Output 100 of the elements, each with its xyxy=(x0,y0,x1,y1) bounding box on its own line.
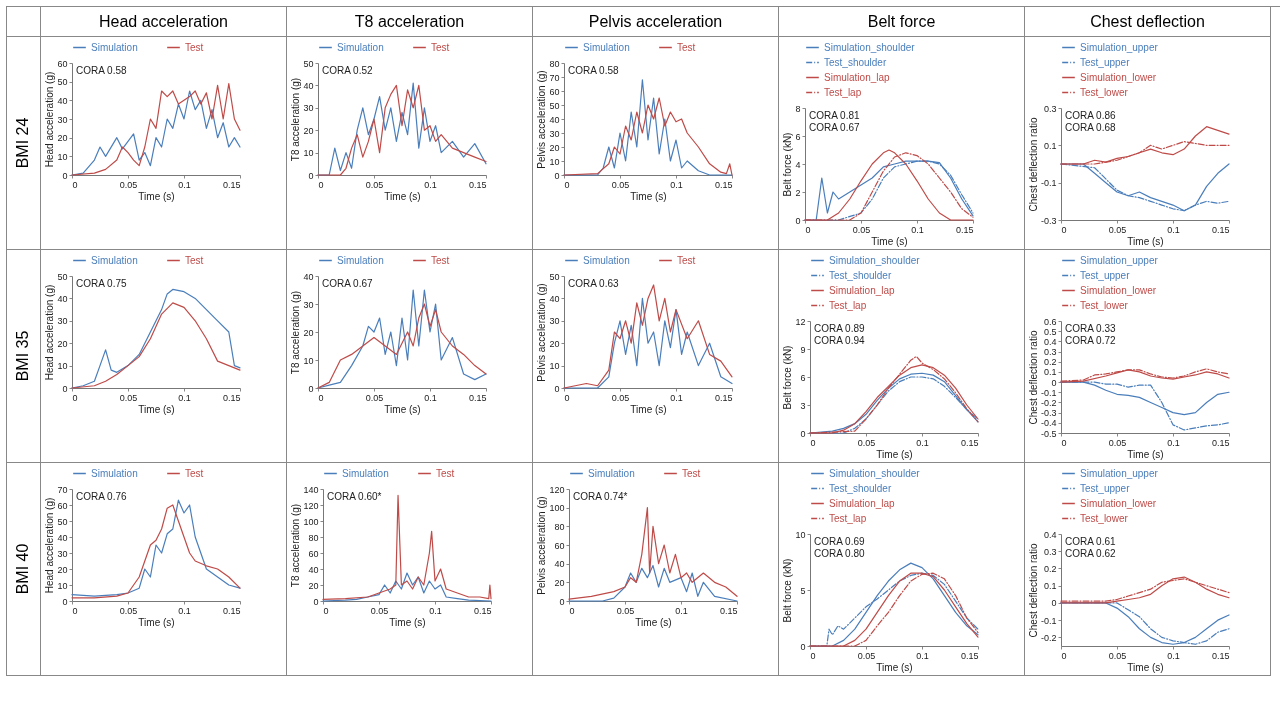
x-tick-label: 0.05 xyxy=(1108,224,1127,235)
y-tick-label: 6 xyxy=(795,131,801,142)
annotation: CORA 0.52 xyxy=(322,65,374,76)
legend-label: Simulation_shoulder xyxy=(824,41,916,53)
y-tick-label: 80 xyxy=(554,521,565,532)
y-axis-title: Belt force (kN) xyxy=(782,132,794,197)
y-tick-label: 0.4 xyxy=(1043,529,1057,540)
legend-label: Test_shoulder xyxy=(829,269,892,281)
legend-label: Simulation xyxy=(91,254,138,266)
y-tick-label: 0.3 xyxy=(1043,546,1057,557)
x-tick-label: 0.1 xyxy=(178,179,191,190)
legend-label: Test xyxy=(185,254,204,266)
y-tick-label: 50 xyxy=(549,271,560,282)
x-axis-title: Time (s) xyxy=(138,616,175,628)
y-tick-label: 0 xyxy=(308,383,314,394)
y-tick-label: 40 xyxy=(57,293,68,304)
x-tick-label: 0 xyxy=(1061,437,1067,448)
legend-label: Test_shoulder xyxy=(829,482,892,494)
legend-label: Test xyxy=(185,41,204,53)
y-tick-label: 0 xyxy=(62,170,68,181)
y-tick-label: 0 xyxy=(800,641,806,652)
y-tick-label: 40 xyxy=(57,532,68,543)
y-tick-label: 0.1 xyxy=(1043,140,1057,151)
annotation: CORA 0.61 xyxy=(1065,536,1117,547)
y-tick-label: 10 xyxy=(303,148,314,159)
annotation: CORA 0.63 xyxy=(568,278,620,289)
x-tick-label: 0.05 xyxy=(370,605,389,616)
y-tick-label: 100 xyxy=(549,503,565,514)
annotation: CORA 0.67 xyxy=(322,278,374,289)
y-tick-label: 0 xyxy=(554,170,560,181)
y-tick-label: 0.1 xyxy=(1043,581,1057,592)
x-tick-label: 0.1 xyxy=(916,650,929,661)
y-tick-label: 0 xyxy=(308,170,314,181)
y-tick-label: 0 xyxy=(1051,598,1057,609)
y-tick-label: 0.2 xyxy=(1043,563,1057,574)
annotation: CORA 0.72 xyxy=(1065,335,1117,346)
y-tick-label: 20 xyxy=(57,338,68,349)
x-tick-label: 0.05 xyxy=(119,392,138,403)
chart-title: Chest deflection xyxy=(1025,7,1271,37)
y-axis-title: Head acceleration (g) xyxy=(44,71,56,168)
legend-label: Simulation_upper xyxy=(1080,41,1159,53)
x-axis-title: Time (s) xyxy=(871,235,908,247)
x-tick-label: 0.15 xyxy=(1211,650,1230,661)
legend-label: Test_upper xyxy=(1080,482,1131,494)
y-tick-label: 10 xyxy=(303,355,314,366)
y-tick-label: 50 xyxy=(549,100,560,111)
x-tick-label: 0 xyxy=(1061,224,1067,235)
annotation: CORA 0.68 xyxy=(1065,122,1117,133)
legend-label: Simulation xyxy=(583,254,630,266)
y-tick-label: -0.5 xyxy=(1040,428,1057,439)
x-axis-title: Time (s) xyxy=(1127,661,1164,673)
legend-label: Test_shoulder xyxy=(824,56,887,68)
x-tick-label: 0.15 xyxy=(1211,437,1230,448)
annotation: CORA 0.67 xyxy=(809,122,861,133)
x-tick-label: 0.1 xyxy=(911,224,924,235)
y-tick-label: 20 xyxy=(57,133,68,144)
y-tick-label: 20 xyxy=(308,580,319,591)
x-tick-label: 0.05 xyxy=(852,224,871,235)
y-tick-label: 50 xyxy=(57,77,68,88)
annotation: CORA 0.60* xyxy=(327,491,382,502)
y-tick-label: 40 xyxy=(308,564,319,575)
y-tick-label: 30 xyxy=(303,299,314,310)
x-tick-label: 0.1 xyxy=(916,437,929,448)
y-tick-label: 6 xyxy=(800,372,806,383)
y-tick-label: 20 xyxy=(303,327,314,338)
legend-label: Test xyxy=(682,467,701,479)
y-tick-label: -0.3 xyxy=(1040,408,1057,419)
x-tick-label: 0.05 xyxy=(365,392,384,403)
x-tick-label: 0.15 xyxy=(1211,224,1230,235)
y-tick-label: 0 xyxy=(62,596,68,607)
y-axis-title: Head acceleration (g) xyxy=(44,284,56,381)
y-tick-label: -0.4 xyxy=(1040,418,1057,429)
legend-label: Test xyxy=(185,467,204,479)
x-tick-label: 0.05 xyxy=(1108,650,1127,661)
x-tick-label: 0.1 xyxy=(1167,437,1180,448)
legend-label: Test_upper xyxy=(1080,56,1131,68)
x-axis-title: Time (s) xyxy=(876,661,913,673)
y-tick-label: 30 xyxy=(303,103,314,114)
x-tick-label: 0.05 xyxy=(857,650,876,661)
legend-label: Simulation_lower xyxy=(1080,497,1157,509)
chart-title: Belt force xyxy=(779,7,1025,37)
x-axis-title: Time (s) xyxy=(384,190,421,202)
x-tick-label: 0.05 xyxy=(616,605,635,616)
y-tick-label: 80 xyxy=(308,532,319,543)
x-axis-title: Time (s) xyxy=(384,403,421,415)
y-tick-label: 0.2 xyxy=(1043,357,1057,368)
y-axis-title: T8 acceleration (g) xyxy=(290,290,302,375)
y-tick-label: 50 xyxy=(57,516,68,527)
x-tick-label: 0.15 xyxy=(468,179,487,190)
y-tick-label: 60 xyxy=(57,500,68,511)
y-axis-title: Chest deflection ratio xyxy=(1027,330,1039,425)
y-tick-label: -0.1 xyxy=(1040,178,1057,189)
legend-label: Test xyxy=(431,254,450,266)
y-tick-label: 0.3 xyxy=(1043,347,1057,358)
y-tick-label: -0.3 xyxy=(1040,215,1057,226)
x-tick-label: 0.15 xyxy=(222,605,241,616)
x-axis-title: Time (s) xyxy=(389,616,426,628)
x-tick-label: 0.1 xyxy=(429,605,442,616)
x-tick-label: 0.1 xyxy=(675,605,688,616)
y-tick-label: 10 xyxy=(795,529,806,540)
